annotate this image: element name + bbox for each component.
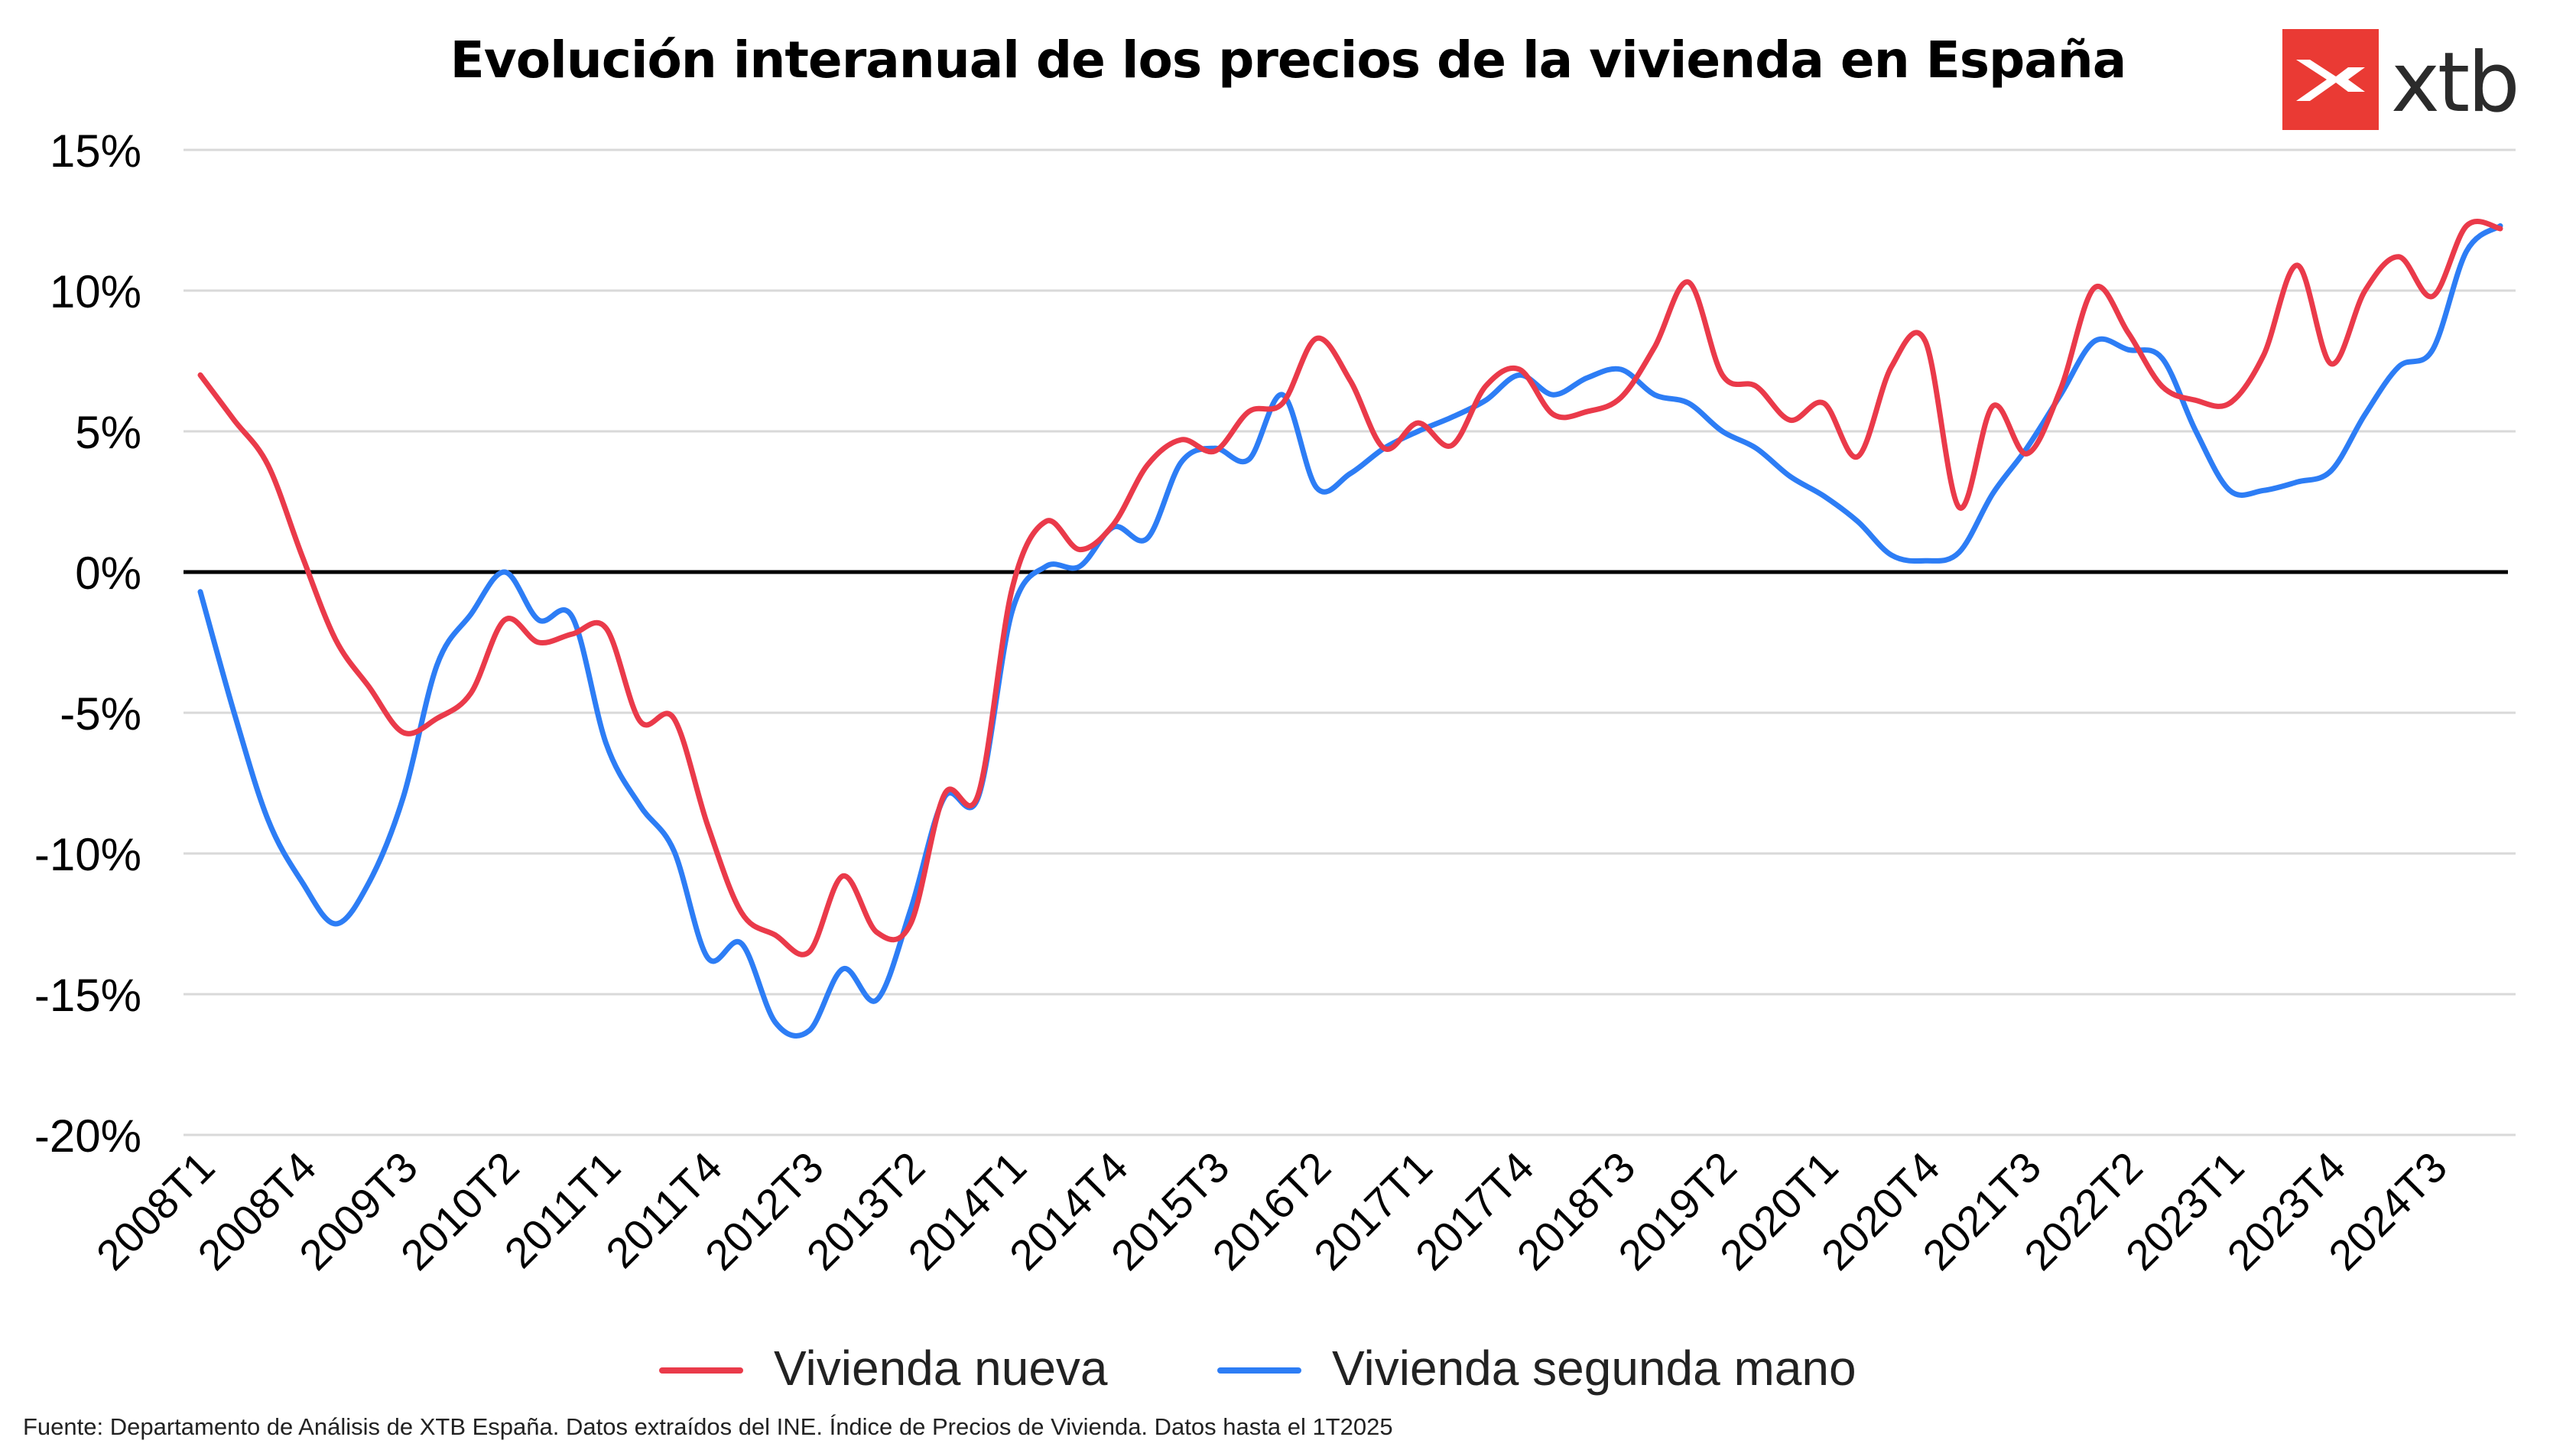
series-line-vivienda-nueva xyxy=(197,219,2503,957)
legend-label-vivienda-nueva: Vivienda nueva xyxy=(774,1341,1108,1396)
xtb-logo: xtb xyxy=(2282,29,2550,131)
x-axis-tick-labels: 2008T12008T42009T32010T22011T12011T42012… xyxy=(87,1143,2456,1279)
y-tick-label: 15% xyxy=(50,125,141,177)
y-tick-label: -15% xyxy=(34,970,141,1021)
legend: Vivienda nueva Vivienda segunda mano xyxy=(0,1340,2576,1401)
y-tick-label: -10% xyxy=(34,829,141,880)
grid-lines xyxy=(184,148,2516,1136)
series-lines xyxy=(197,219,2503,1039)
series-line-vivienda-segunda-mano xyxy=(197,223,2503,1039)
xtb-logo-mark-icon xyxy=(2282,29,2379,130)
y-tick-label: 10% xyxy=(50,266,141,317)
source-note: Fuente: Departamento de Análisis de XTB … xyxy=(23,1413,1393,1440)
xtb-logo-text: xtb xyxy=(2391,35,2520,131)
legend-label-vivienda-segunda-mano: Vivienda segunda mano xyxy=(1332,1341,1856,1396)
y-tick-label: -20% xyxy=(34,1110,141,1162)
y-tick-label: 5% xyxy=(75,407,141,458)
y-axis-tick-labels: 15% 10% 5% 0% -5% -10% -15% -20% xyxy=(34,125,141,1162)
y-tick-label: 0% xyxy=(75,548,141,599)
legend-swatch-vivienda-nueva xyxy=(659,1367,743,1374)
chart-title: Evolución interanual de los precios de l… xyxy=(450,31,2127,89)
y-tick-label: -5% xyxy=(60,688,141,740)
legend-swatch-vivienda-segunda-mano xyxy=(1217,1367,1301,1374)
